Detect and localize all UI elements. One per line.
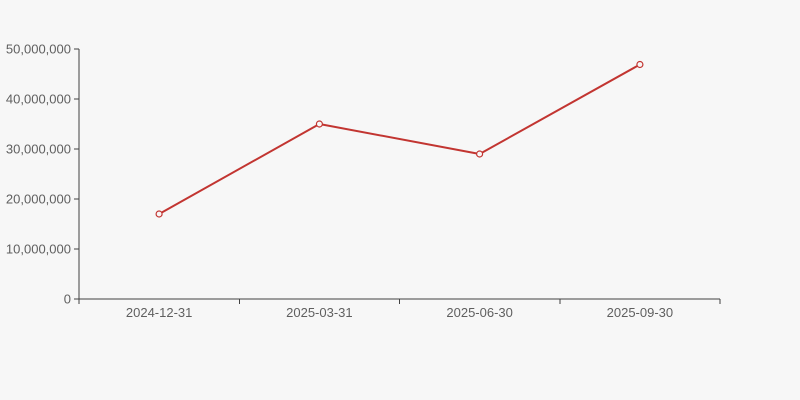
y-axis-tick-label: 40,000,000 (6, 92, 71, 107)
x-axis-tick-label: 2025-06-30 (446, 305, 513, 320)
y-axis-tick-label: 10,000,000 (6, 242, 71, 257)
y-axis-tick-label: 0 (64, 292, 71, 307)
y-axis-tick-label: 50,000,000 (6, 42, 71, 57)
y-axis-tick-label: 30,000,000 (6, 142, 71, 157)
data-point-marker[interactable] (476, 150, 484, 158)
data-point-marker[interactable] (315, 120, 323, 128)
data-point-marker[interactable] (636, 60, 644, 69)
x-axis-tick-label: 2024-12-31 (126, 305, 193, 320)
x-axis-tick-label: 2025-09-30 (607, 305, 674, 320)
data-point-marker[interactable] (155, 210, 163, 218)
data-line (158, 63, 641, 215)
x-axis-tick-label: 2025-03-31 (286, 305, 353, 320)
y-axis-tick-label: 20,000,000 (6, 192, 71, 207)
